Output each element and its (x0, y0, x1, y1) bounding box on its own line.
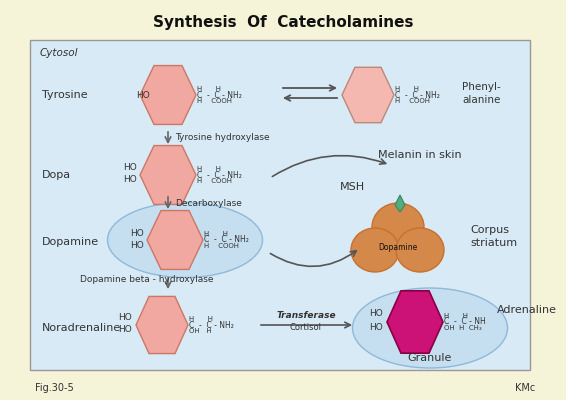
Text: Synthesis  Of  Catecholamines: Synthesis Of Catecholamines (153, 15, 413, 30)
Ellipse shape (353, 288, 508, 368)
Text: Noradrenaline: Noradrenaline (42, 323, 121, 333)
Polygon shape (136, 296, 188, 354)
Text: MSH: MSH (340, 182, 365, 192)
Text: Dopa: Dopa (42, 170, 71, 180)
Text: H      H: H H (197, 166, 221, 172)
Text: Melanin in skin: Melanin in skin (378, 150, 462, 160)
Polygon shape (140, 146, 196, 204)
Text: KMc: KMc (514, 383, 535, 393)
Text: HO: HO (118, 314, 132, 322)
Text: Fig.30-5: Fig.30-5 (35, 383, 74, 393)
Text: H      H: H H (189, 316, 213, 322)
Polygon shape (147, 210, 203, 270)
Text: Granule: Granule (408, 353, 452, 363)
Text: H      H: H H (444, 313, 468, 319)
Text: Tyrosine hydroxylase: Tyrosine hydroxylase (175, 134, 269, 142)
Text: HO: HO (369, 310, 383, 318)
Ellipse shape (396, 228, 444, 272)
Text: HO: HO (369, 322, 383, 332)
Polygon shape (140, 66, 196, 124)
Text: Dopamine: Dopamine (42, 237, 99, 247)
Polygon shape (395, 195, 405, 212)
Text: Decarboxylase: Decarboxylase (175, 198, 242, 208)
Text: H    COOH: H COOH (204, 243, 239, 249)
Polygon shape (342, 67, 394, 123)
Text: H    COOH: H COOH (197, 178, 232, 184)
Text: C  -  C - NH: C - C - NH (444, 318, 486, 326)
Text: Phenyl-: Phenyl- (462, 82, 501, 92)
Text: C  -  C - NH₂: C - C - NH₂ (197, 90, 242, 100)
Text: Dopamine: Dopamine (379, 244, 418, 252)
Text: Dopamine beta - hydroxylase: Dopamine beta - hydroxylase (80, 276, 213, 284)
FancyBboxPatch shape (30, 40, 530, 370)
Ellipse shape (108, 202, 263, 278)
Text: H    COOH: H COOH (395, 98, 430, 104)
Text: C  -  C - NH₂: C - C - NH₂ (189, 320, 234, 330)
Text: H      H: H H (197, 86, 221, 92)
Text: C  -  C - NH₂: C - C - NH₂ (395, 90, 440, 100)
Text: H      H: H H (204, 231, 228, 237)
Text: alanine: alanine (462, 95, 500, 105)
Text: Corpus: Corpus (470, 225, 509, 235)
Text: striatum: striatum (470, 238, 517, 248)
Ellipse shape (372, 203, 424, 251)
Text: H      H: H H (395, 86, 419, 92)
Text: HO: HO (123, 164, 137, 172)
Text: HO: HO (123, 176, 137, 184)
Text: HO: HO (130, 240, 144, 250)
Text: Adrenaline: Adrenaline (497, 305, 557, 315)
Text: HO: HO (130, 228, 144, 238)
Text: OH   H: OH H (189, 328, 212, 334)
Text: OH  H  CH₃: OH H CH₃ (444, 325, 482, 331)
Text: Cortisol: Cortisol (290, 324, 322, 332)
Polygon shape (387, 291, 443, 353)
Text: Cytosol: Cytosol (40, 48, 79, 58)
Text: H    COOH: H COOH (197, 98, 232, 104)
Ellipse shape (351, 228, 399, 272)
Text: C  -  C - NH₂: C - C - NH₂ (197, 170, 242, 180)
Text: Tyrosine: Tyrosine (42, 90, 88, 100)
Text: HO: HO (136, 90, 150, 100)
Text: C  -  C - NH₂: C - C - NH₂ (204, 236, 249, 244)
Text: Transferase: Transferase (276, 312, 336, 320)
Text: HO: HO (118, 326, 132, 334)
